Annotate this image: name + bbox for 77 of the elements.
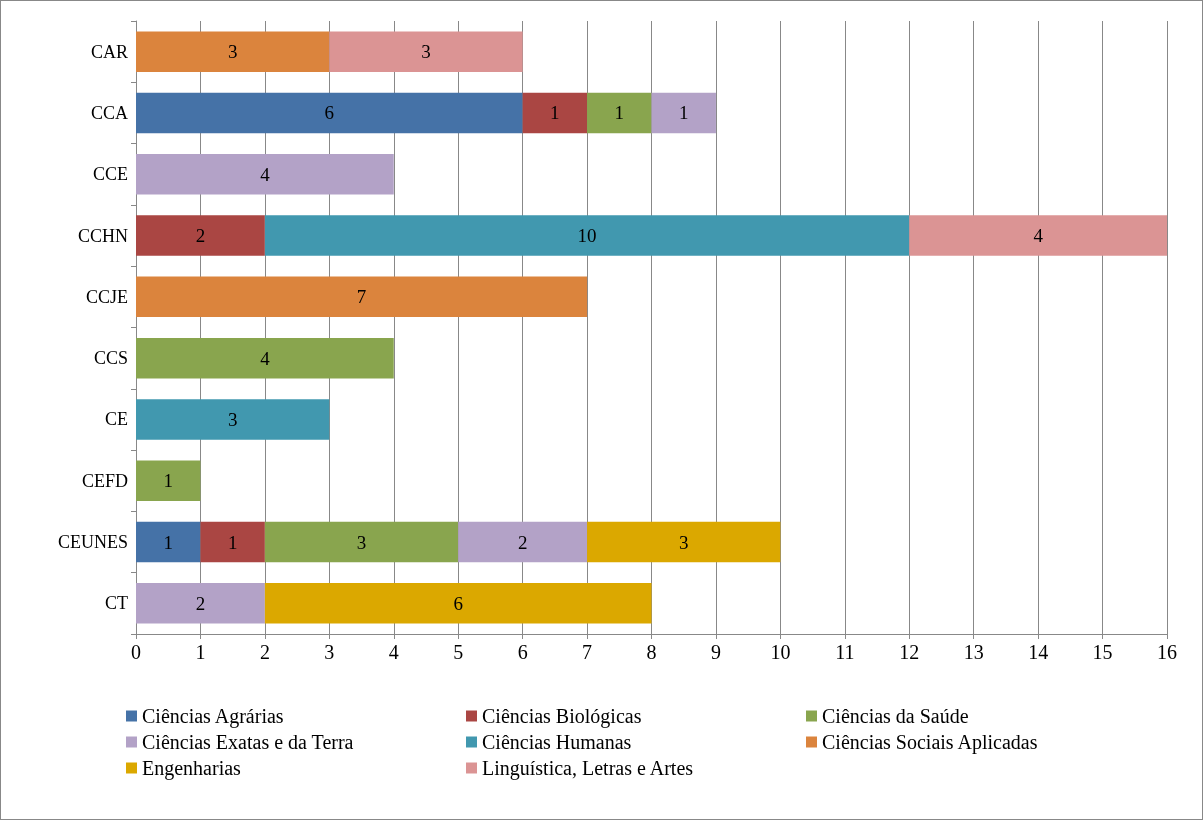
bar (264, 521, 459, 563)
bar (522, 92, 588, 134)
legend-label: Ciências Humanas (482, 731, 632, 753)
bar (458, 521, 588, 563)
y-tick-label: CCA (90, 102, 128, 123)
x-tick-label: 14 (1028, 641, 1049, 663)
bar (587, 92, 652, 134)
x-tick-label: 5 (453, 641, 464, 663)
data-label: 3 (356, 531, 367, 553)
legend-label: Engenharias (142, 757, 242, 780)
y-tick-label: CCHN (77, 225, 128, 246)
legend-label: Ciências Agrárias (142, 705, 284, 728)
data-label: 4 (260, 163, 271, 185)
x-tick-label: 1 (195, 641, 206, 663)
x-tick-label: 13 (963, 641, 984, 663)
x-tick-label: 15 (1092, 641, 1113, 663)
x-tick-label: 6 (517, 641, 528, 663)
bar (136, 399, 330, 440)
bar (136, 521, 201, 563)
bar (136, 215, 265, 256)
legend-label: Ciências da Saúde (822, 705, 969, 727)
data-label: 1 (550, 102, 560, 124)
data-label: 3 (227, 41, 238, 63)
y-tick-label: CAR (90, 41, 128, 62)
x-tick-label: 8 (646, 641, 657, 663)
legend-label: Ciências Biológicas (482, 705, 642, 728)
data-label: 1 (163, 470, 173, 492)
y-tick-label: CCE (92, 164, 128, 185)
bar (651, 92, 716, 134)
data-label: 10 (577, 225, 597, 247)
data-label: 4 (1033, 225, 1044, 247)
bar (136, 276, 588, 318)
data-label: 2 (195, 592, 206, 614)
data-label: 4 (260, 347, 271, 369)
bar (264, 215, 910, 256)
y-tick-label: CEFD (81, 470, 128, 491)
bar (136, 92, 523, 134)
x-tick-label: 3 (324, 641, 335, 663)
data-label: 6 (453, 592, 463, 614)
bar (136, 154, 394, 195)
y-tick-label: CCJE (85, 286, 128, 307)
bar (264, 583, 652, 624)
data-label: 3 (227, 408, 238, 430)
data-label: 1 (163, 531, 173, 553)
bar (329, 31, 523, 72)
x-tick-label: 10 (770, 641, 791, 663)
bar (136, 460, 201, 501)
data-label: 3 (678, 531, 689, 553)
x-tick-label: 12 (899, 641, 920, 663)
bar (136, 31, 330, 72)
x-tick-label: 0 (131, 641, 141, 663)
x-tick-label: 2 (259, 641, 270, 663)
x-tick-label: 4 (388, 641, 399, 663)
x-tick-label: 9 (710, 641, 721, 663)
bar (909, 215, 1167, 256)
x-tick-label: 16 (1157, 641, 1177, 663)
x-tick-label: 7 (582, 641, 593, 663)
data-label: 1 (614, 102, 625, 124)
y-tick-label: CEUNES (57, 532, 128, 553)
bar (136, 583, 265, 624)
data-label: 7 (356, 286, 367, 308)
bar (200, 521, 265, 563)
legend-label: Ciências Exatas e da Terra (142, 731, 354, 753)
data-label: 2 (517, 531, 528, 553)
x-tick-label: 11 (835, 641, 855, 663)
data-label: 1 (678, 102, 689, 124)
y-tick-label: CCS (93, 348, 128, 369)
data-label: 3 (421, 41, 431, 63)
legend-label: Ciências Sociais Aplicadas (822, 731, 1038, 754)
bar (587, 521, 781, 563)
y-tick-label: CT (104, 593, 128, 614)
bar (136, 337, 394, 379)
legend-label: Linguística, Letras e Artes (482, 757, 694, 780)
data-label: 2 (195, 225, 206, 247)
data-label: 1 (227, 531, 238, 553)
data-label: 6 (324, 102, 335, 124)
y-tick-label: CE (104, 409, 128, 430)
